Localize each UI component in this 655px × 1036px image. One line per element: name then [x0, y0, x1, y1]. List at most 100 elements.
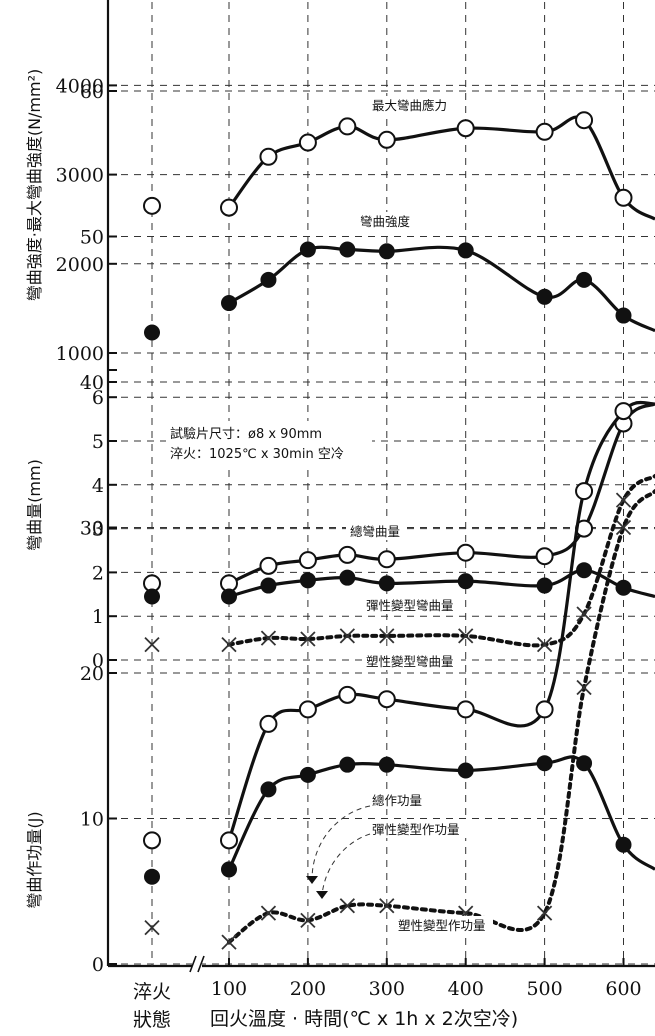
x-quench-label: 狀態: [133, 1009, 171, 1031]
axis-break-gap: [192, 956, 202, 972]
y-tick-label: 1000: [56, 343, 104, 365]
x-axis-label: 回火溫度 · 時間(℃ x 1h x 2次空冷): [210, 1008, 518, 1030]
x-marker-stroke: [144, 637, 160, 653]
series-label-bg: [362, 596, 461, 614]
data-point-filled: [339, 241, 356, 258]
y-axis-label: 彎曲量(mm): [25, 459, 44, 551]
series-label-bg: [362, 652, 461, 670]
data-point-open: [259, 556, 278, 575]
data-point-open: [298, 133, 317, 152]
data-point-filled: [615, 307, 632, 324]
data-point-x: [379, 628, 395, 644]
data-point-filled: [144, 324, 160, 341]
data-point-filled: [299, 766, 316, 783]
axis-break-mark: [197, 955, 205, 973]
series-label-bg: [368, 96, 454, 114]
data-point-filled: [457, 242, 474, 259]
series-line-3-2: [227, 755, 655, 871]
data-point-x: [576, 606, 592, 622]
data-point-open: [535, 122, 554, 141]
callout-line-total: [311, 805, 371, 881]
data-point-open: [614, 402, 633, 421]
data-point-open: [456, 543, 475, 562]
x-marker-stroke: [576, 679, 592, 696]
series-label: 塑性變型作功量: [398, 918, 486, 933]
y-axis-label: 彎曲強度·最大彎曲強度(N/mm²): [25, 69, 44, 302]
y-tick-label: 20: [80, 663, 104, 685]
data-point-x: [339, 898, 355, 914]
data-point-filled: [144, 868, 160, 885]
data-point-open: [338, 117, 357, 136]
data-point-x: [615, 492, 632, 508]
data-point-open: [377, 130, 396, 149]
x-marker-stroke: [615, 492, 632, 508]
series-label: 總彎曲量: [350, 524, 400, 539]
x-marker-stroke: [536, 637, 553, 653]
data-point-filled: [339, 569, 356, 586]
data-point-open: [220, 198, 238, 217]
series-label: 總作功量: [372, 793, 422, 808]
data-point-x: [458, 628, 474, 644]
data-point-filled: [221, 295, 237, 312]
data-point-open: [298, 700, 317, 719]
data-point-x: [536, 637, 553, 653]
x-tick-label: 200: [290, 978, 326, 1000]
y-tick-label: 5: [92, 431, 104, 453]
x-marker-stroke: [300, 631, 316, 647]
data-point-filled: [457, 762, 474, 779]
x-marker-stroke: [339, 898, 355, 914]
data-point-open: [535, 700, 554, 719]
x-marker-stroke: [260, 630, 277, 646]
data-point-filled: [299, 572, 316, 589]
data-point-filled: [260, 271, 277, 288]
data-point-filled: [536, 288, 553, 305]
series-line-1-1: [227, 115, 655, 221]
annotation-quench: 淬火：1025℃ x 30min 空冷: [170, 447, 344, 462]
data-point-filled: [260, 781, 277, 798]
x-marker-stroke: [221, 637, 237, 653]
data-point-open: [259, 147, 278, 166]
series-label-bg: [368, 791, 428, 809]
data-point-x: [144, 919, 160, 936]
series-label: 最大彎曲應力: [372, 98, 447, 113]
series-line-1-2: [228, 245, 655, 333]
data-point-open: [614, 188, 633, 207]
series-label: 彎曲強度: [360, 214, 411, 229]
data-point-open: [377, 690, 396, 709]
x-marker-stroke: [458, 628, 474, 644]
data-point-filled: [576, 755, 593, 772]
data-point-open: [377, 550, 396, 569]
data-point-filled: [299, 241, 316, 258]
y-tick-label: 30: [80, 518, 104, 540]
data-point-x: [221, 637, 237, 653]
data-point-filled: [457, 573, 474, 590]
data-point-open: [220, 831, 238, 850]
data-point-x: [144, 637, 160, 653]
x-marker-stroke: [260, 905, 277, 921]
callout-arrowhead: [306, 876, 318, 884]
data-point-open: [535, 547, 554, 566]
data-point-filled: [615, 579, 632, 596]
callout-line-elastic: [321, 833, 371, 896]
y-tick-label: 2: [92, 562, 104, 584]
data-point-filled: [260, 577, 277, 594]
data-point-x: [300, 912, 316, 928]
series-label-bg: [394, 916, 493, 934]
data-point-filled: [536, 577, 553, 594]
data-point-open: [575, 111, 594, 130]
y-tick-label: 3: [92, 519, 104, 541]
data-point-open: [259, 714, 278, 733]
data-point-filled: [339, 756, 356, 773]
x-marker-stroke: [379, 898, 395, 914]
data-point-x: [379, 898, 395, 914]
y-tick-label: 50: [80, 227, 104, 249]
data-point-x: [260, 905, 277, 921]
series-label: 塑性變型彎曲量: [366, 654, 454, 669]
x-tick-label: 300: [369, 978, 405, 1000]
data-point-filled: [378, 756, 395, 773]
x-tick-label: 500: [526, 978, 562, 1000]
x-marker-stroke: [536, 905, 553, 921]
y-tick-label: 10: [80, 809, 104, 831]
x-marker-stroke: [221, 934, 237, 950]
